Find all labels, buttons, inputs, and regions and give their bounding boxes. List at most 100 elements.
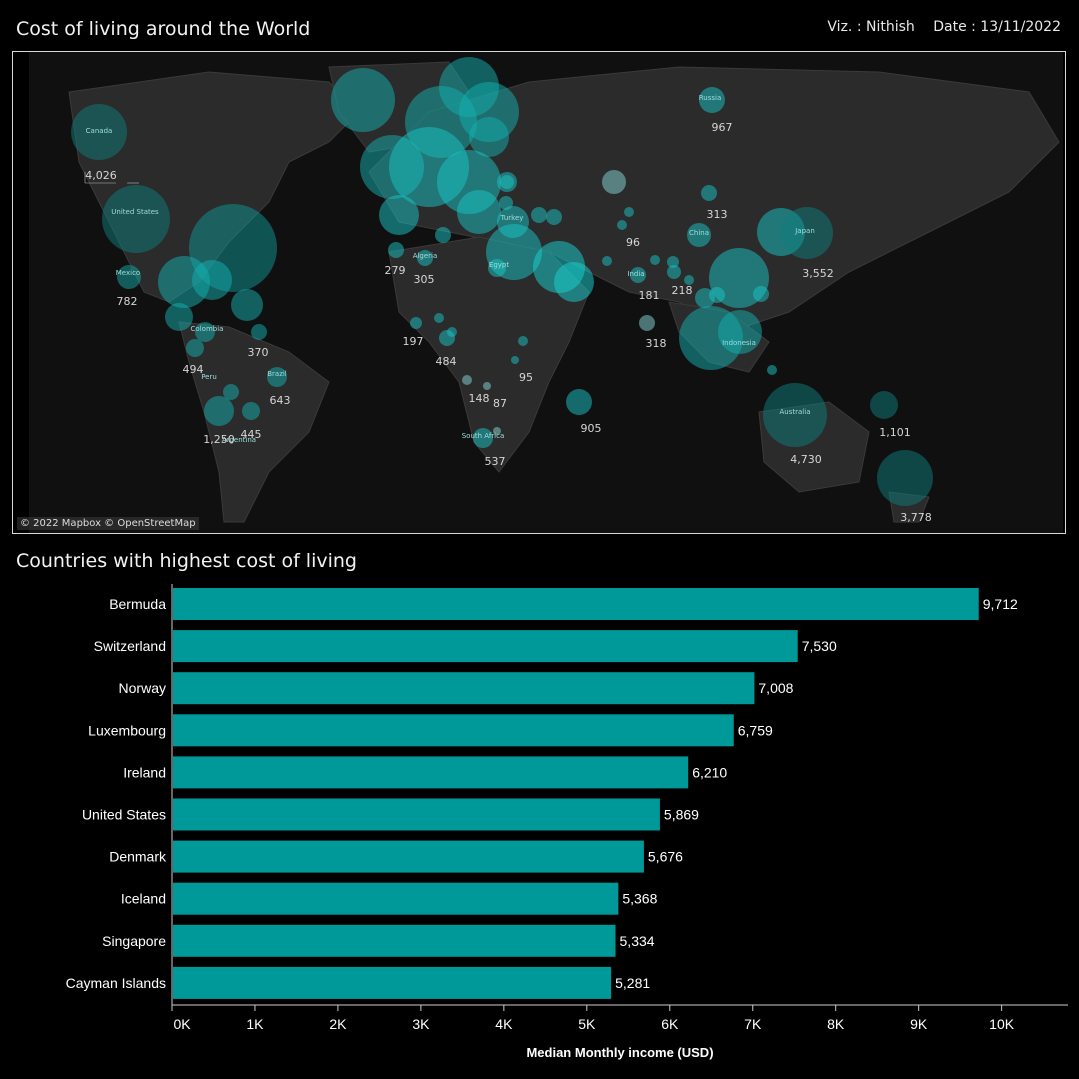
bar[interactable] (173, 756, 689, 789)
map-bubble[interactable] (204, 396, 234, 426)
bar[interactable] (173, 966, 612, 999)
data-label: 6,210 (692, 764, 727, 780)
map-bubble[interactable] (500, 175, 514, 189)
bar[interactable] (173, 588, 979, 620)
map-bubble[interactable] (435, 227, 451, 243)
map-bubble[interactable] (493, 427, 501, 435)
category-label: Switzerland (94, 638, 166, 654)
map-bubble[interactable] (667, 265, 681, 279)
map-bubble[interactable] (684, 275, 694, 285)
map-bubble[interactable] (71, 104, 127, 160)
map-bubble[interactable] (602, 256, 612, 266)
category-label: Ireland (123, 764, 166, 780)
map-bubble[interactable] (434, 313, 444, 323)
map-bubble[interactable] (223, 384, 239, 400)
country-label: Indonesia (722, 339, 756, 347)
bar[interactable] (173, 630, 798, 663)
bubble-value-labels: 4,026 782 494 370 643 1,250 445 279 305 197 484 148… (85, 121, 932, 524)
bar-group (173, 588, 979, 999)
map-bubble[interactable] (602, 170, 626, 194)
map-bubble[interactable] (667, 256, 679, 268)
chart-title: Countries with highest cost of living (16, 550, 357, 572)
map-bubble[interactable] (499, 196, 513, 210)
map-bubble[interactable] (117, 265, 141, 289)
data-label: 6,759 (738, 722, 773, 738)
map-bubble[interactable] (331, 68, 395, 132)
map-bubble[interactable] (767, 365, 777, 375)
bar[interactable] (173, 672, 755, 705)
map-bubble[interactable] (483, 382, 491, 390)
map-bubble[interactable] (518, 336, 528, 346)
map-bubble[interactable] (186, 339, 204, 357)
bubble-value-label: 782 (117, 295, 138, 308)
world-map[interactable]: Canada United States Mexico Colombia Peru Bra… (12, 51, 1066, 534)
map-bubble[interactable] (877, 450, 933, 506)
category-label: Singapore (102, 933, 166, 949)
map-bubble[interactable] (165, 303, 193, 331)
map-bubble[interactable] (699, 87, 725, 113)
map-bubble[interactable] (251, 324, 267, 340)
country-label: Russia (699, 94, 722, 102)
country-label: Turkey (500, 214, 524, 222)
map-bubble[interactable] (473, 428, 493, 448)
map-bubble[interactable] (709, 287, 725, 303)
map-bubble[interactable] (267, 367, 287, 387)
map-bubble[interactable] (417, 250, 433, 266)
map-bubble[interactable] (763, 383, 827, 447)
bubble-value-label: 1,101 (879, 426, 911, 439)
map-bubble[interactable] (457, 190, 501, 234)
country-label: India (627, 270, 644, 278)
map-bubble[interactable] (870, 391, 898, 419)
map-bubble[interactable] (102, 185, 170, 253)
map-bubble[interactable] (753, 286, 769, 302)
x-tick-label: 0K (173, 1016, 191, 1032)
bar[interactable] (173, 714, 734, 747)
viz-date: Date : 13/11/2022 (933, 19, 1061, 35)
map-bubble[interactable] (511, 356, 519, 364)
map-bubble[interactable] (486, 224, 542, 280)
map-bubble[interactable] (379, 195, 419, 235)
x-tick-label: 6K (661, 1016, 679, 1032)
map-canvas[interactable]: Canada United States Mexico Colombia Peru Bra… (29, 52, 1063, 533)
bubble-value-label: 218 (672, 284, 693, 297)
map-bubble[interactable] (469, 117, 509, 157)
map-bubble[interactable] (650, 255, 660, 265)
map-attribution[interactable]: © 2022 Mapbox © OpenStreetMap (17, 517, 199, 530)
data-labels: 9,712 7,530 7,008 6,759 6,210 5,869 5,676 5,368… (615, 596, 1018, 991)
map-bubble[interactable] (718, 310, 762, 354)
map-bubble[interactable] (701, 185, 717, 201)
map-bubble[interactable] (410, 317, 422, 329)
bar[interactable] (173, 798, 660, 831)
map-bubble[interactable] (566, 389, 592, 415)
map-bubble[interactable] (630, 267, 646, 283)
bubble-value-label: 1,250 (203, 433, 235, 446)
map-bubble[interactable] (781, 207, 833, 259)
map-bubble[interactable] (639, 315, 655, 331)
map-bubble[interactable] (687, 223, 711, 247)
country-label: South Africa (462, 432, 505, 440)
map-bubble[interactable] (546, 209, 562, 225)
bar[interactable] (173, 924, 616, 957)
map-bubble[interactable] (231, 289, 263, 321)
map-bubbles[interactable] (71, 57, 933, 506)
map-bubble[interactable] (531, 207, 547, 223)
map-bubble[interactable] (462, 375, 472, 385)
map-bubble[interactable] (617, 220, 627, 230)
country-label: Brazil (267, 370, 287, 378)
x-tick-label: 3K (412, 1016, 430, 1032)
bar[interactable] (173, 882, 619, 915)
map-bubble[interactable] (624, 207, 634, 217)
map-bubble[interactable] (195, 322, 215, 342)
bar[interactable] (173, 840, 644, 873)
country-labels: Canada United States Mexico Colombia Peru Bra… (86, 94, 815, 444)
country-label: Egypt (489, 261, 509, 269)
bubble-value-label: 87 (493, 397, 507, 410)
map-bubble[interactable] (192, 260, 232, 300)
country-label: Japan (794, 227, 815, 235)
map-bubble[interactable] (388, 242, 404, 258)
map-bubble[interactable] (554, 262, 594, 302)
map-bubble[interactable] (447, 327, 457, 337)
bubble-value-label: 643 (270, 394, 291, 407)
map-bubble[interactable] (242, 402, 260, 420)
bubble-value-label: 537 (485, 455, 506, 468)
